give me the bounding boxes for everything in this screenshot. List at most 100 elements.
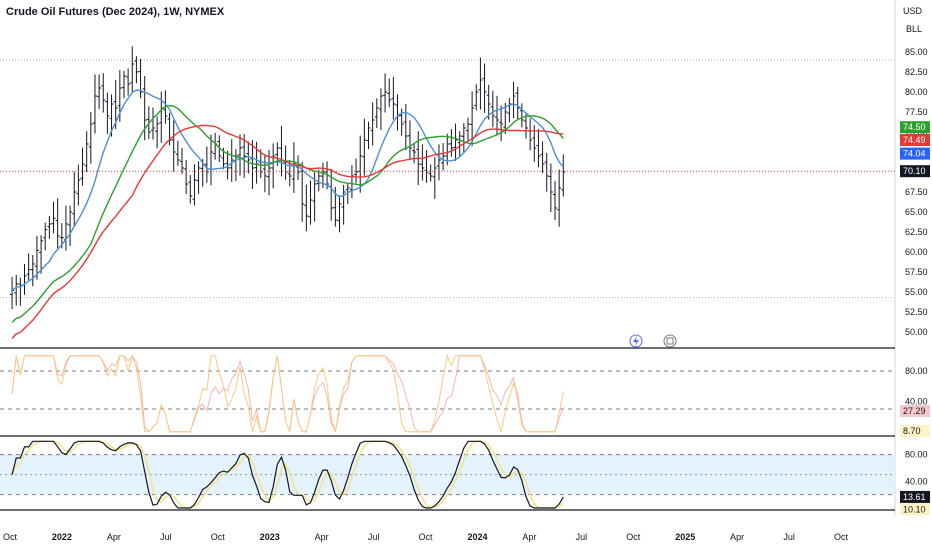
ohlc-bar (229, 139, 234, 182)
ohlc-bar (34, 235, 39, 280)
badge-osc2-a-bg (900, 490, 930, 503)
ohlc-bar (43, 222, 48, 251)
ohlc-bar (383, 73, 388, 113)
ohlc-bar (121, 70, 126, 99)
ohlc-bar (213, 132, 218, 160)
y-tick-label: 60.00 (905, 247, 928, 257)
ohlc-bar (540, 141, 545, 174)
ohlc-bar (155, 116, 160, 149)
dividend-icon-glyph (666, 337, 674, 345)
event-icons (629, 334, 677, 348)
ohlc-bar (341, 184, 346, 225)
dividend-icon-circle (663, 334, 677, 348)
ohlc-bar (349, 165, 354, 199)
osc2-line-d (11, 440, 564, 509)
ohlc-bar (126, 68, 131, 96)
x-tick-label: Apr (315, 532, 329, 542)
y-tick-label: 85.00 (905, 47, 928, 57)
unit-label[interactable]: BLL (905, 24, 922, 34)
ohlc-bar (30, 255, 35, 287)
x-tick-label: Jul (160, 532, 172, 542)
ohlc-bar (528, 118, 533, 151)
ohlc-bar (387, 78, 392, 108)
x-tick-label: Jul (783, 532, 795, 542)
x-tick-label: Jul (368, 532, 380, 542)
x-tick-label: Apr (107, 532, 121, 542)
badge-osc1-a-bg (900, 405, 930, 418)
y-tick-label: 80.00 (905, 450, 928, 460)
badge-osc2-b: 10.10 (903, 504, 926, 514)
ohlc-bar (374, 98, 379, 129)
x-tick-label: 2024 (467, 532, 487, 542)
x-tick-label: Oct (626, 532, 641, 542)
ohlc-bar (536, 128, 541, 168)
badge-ma-fast-bg (900, 147, 930, 160)
x-tick-label: Apr (730, 532, 744, 542)
price-panel: 85.0082.5080.0077.5075.0072.5070.0067.50… (0, 0, 928, 515)
badge-osc1-b: 8.70 (903, 426, 921, 436)
dividend-icon[interactable] (663, 334, 677, 348)
ohlc-bar (22, 263, 27, 295)
ohlc-bar (26, 253, 31, 281)
ohlc-bar (478, 57, 483, 110)
ohlc-bar (420, 144, 425, 181)
ohlc-bar (238, 134, 243, 176)
currency-label[interactable]: USD (902, 6, 922, 16)
badge-ma-slow: 74.49 (903, 135, 926, 145)
ohlc-bar (88, 111, 93, 164)
ohlc-bar (188, 174, 193, 204)
oscillator-panel-2: 80.00 40.00 (0, 440, 928, 509)
osc1-line-a (11, 354, 564, 434)
ohlc-bar (233, 149, 238, 182)
ohlc-bar (267, 149, 272, 196)
ohlc-bar (557, 169, 562, 227)
time-axis: Oct 2022 Apr Jul Oct 2023 Apr Jul Oct 2024 Apr Jul O… (3, 532, 849, 542)
x-tick-label: 2025 (675, 532, 695, 542)
ohlc-bar (262, 154, 267, 193)
ohlc-bar (308, 180, 313, 225)
x-tick-label: Oct (3, 532, 18, 542)
lightning-icon[interactable] (629, 334, 643, 348)
badge-last-price-bg (900, 165, 930, 178)
x-tick-label: Oct (834, 532, 849, 542)
y-tick-label: 82.50 (905, 67, 928, 77)
ohlc-bar (499, 105, 504, 142)
ohlc-bar (412, 143, 417, 164)
lightning-icon-glyph (633, 336, 639, 346)
ohlc-bar (105, 92, 110, 134)
ohlc-bar (507, 98, 512, 123)
badge-ma-fast: 74.04 (903, 149, 926, 159)
ohlc-bar (503, 102, 508, 135)
ohlc-bar (436, 144, 441, 181)
ohlc-bar (561, 154, 566, 197)
ohlc-bar (196, 161, 201, 194)
y-tick-label: 80.00 (905, 87, 928, 97)
ohlc-bar (511, 81, 516, 119)
ohlc-bar (470, 91, 475, 147)
ohlc-bar (548, 163, 553, 213)
ohlc-bar (18, 277, 23, 306)
ohlc-bar (424, 150, 429, 183)
ohlc-bar (407, 120, 412, 160)
ohlc-bar (242, 133, 247, 178)
ohlc-bar (519, 103, 524, 128)
ohlc-bar (279, 125, 284, 177)
y-tick-label: 67.50 (905, 187, 928, 197)
badge-osc1-b-bg (900, 425, 930, 438)
ohlc-bar (291, 142, 296, 193)
badge-last-price: 70.10 (903, 166, 926, 176)
osc1-line-b (11, 354, 564, 434)
ohlc-bar (403, 104, 408, 151)
ohlc-bar (378, 88, 383, 131)
ma-slow-line (11, 124, 564, 339)
x-tick-label: Jul (576, 532, 588, 542)
ohlc-bar (134, 56, 139, 84)
ohlc-bar (271, 143, 276, 189)
chart-title: Crude Oil Futures (Dec 2024), 1W, NYMEX (6, 6, 225, 18)
price-badges: 74.50 74.49 74.04 70.10 27.29 8.70 13.61 10.10 (900, 121, 930, 516)
ohlc-bar (449, 129, 454, 157)
x-tick-label: Oct (211, 532, 226, 542)
ohlc-bar (130, 46, 135, 93)
